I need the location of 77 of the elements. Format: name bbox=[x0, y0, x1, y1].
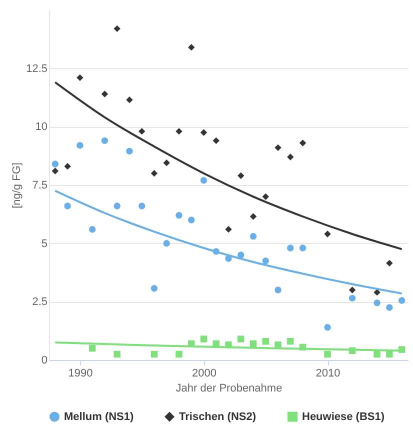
point bbox=[138, 128, 146, 135]
legend-label: Mellum (NS1) bbox=[64, 410, 134, 423]
point bbox=[200, 129, 208, 136]
point bbox=[64, 162, 71, 170]
point bbox=[250, 340, 257, 348]
point bbox=[188, 44, 195, 51]
point bbox=[287, 244, 294, 252]
point bbox=[114, 25, 120, 32]
point bbox=[262, 193, 269, 200]
point bbox=[374, 288, 380, 296]
x-tick-label: 2000 bbox=[192, 368, 216, 380]
point bbox=[250, 232, 257, 240]
x-tick-label: 1990 bbox=[68, 368, 93, 380]
point bbox=[262, 257, 269, 264]
point bbox=[163, 240, 170, 247]
point bbox=[126, 148, 133, 155]
point bbox=[176, 350, 182, 358]
point bbox=[398, 297, 406, 304]
point bbox=[348, 294, 356, 302]
point bbox=[150, 350, 158, 358]
point bbox=[212, 137, 220, 144]
point bbox=[238, 252, 244, 258]
point bbox=[163, 159, 170, 166]
y-tick-label: 10 bbox=[35, 121, 48, 134]
point bbox=[150, 285, 158, 292]
point bbox=[176, 212, 182, 219]
point bbox=[348, 286, 356, 294]
point bbox=[138, 202, 146, 210]
y-tick-label: 12.5 bbox=[26, 62, 48, 75]
point bbox=[76, 74, 84, 82]
point bbox=[52, 160, 59, 168]
y-tick-label: 5 bbox=[41, 238, 48, 250]
point bbox=[114, 350, 120, 358]
point bbox=[52, 168, 59, 174]
point bbox=[76, 142, 84, 149]
y-tick-label: 2.5 bbox=[32, 296, 48, 308]
point bbox=[274, 341, 282, 348]
point bbox=[299, 140, 306, 146]
point bbox=[262, 338, 269, 345]
point bbox=[324, 324, 331, 331]
point bbox=[287, 338, 294, 345]
line-series bbox=[54, 190, 403, 294]
point bbox=[324, 230, 331, 238]
point bbox=[150, 170, 158, 177]
point bbox=[250, 213, 257, 220]
line-series bbox=[54, 81, 403, 250]
y-tick-label: 0 bbox=[41, 354, 48, 366]
legend-label: Trischen (NS2) bbox=[179, 410, 256, 423]
point bbox=[374, 299, 380, 306]
point bbox=[126, 96, 133, 104]
point bbox=[101, 137, 108, 144]
point bbox=[386, 350, 393, 358]
point bbox=[299, 244, 306, 252]
x-axis-title: Jahr der Probenahme bbox=[176, 382, 282, 394]
point bbox=[386, 304, 393, 311]
point bbox=[88, 226, 96, 233]
point bbox=[176, 128, 182, 135]
point bbox=[200, 176, 208, 184]
point bbox=[374, 350, 380, 358]
point bbox=[225, 226, 232, 233]
point bbox=[114, 202, 120, 210]
y-tick-label: 7.5 bbox=[32, 180, 48, 192]
point bbox=[200, 336, 208, 342]
point bbox=[101, 90, 108, 98]
y-axis-title: [ng/g FG] bbox=[11, 162, 24, 208]
point bbox=[274, 286, 282, 294]
point bbox=[274, 144, 282, 152]
point bbox=[238, 172, 244, 180]
point bbox=[386, 260, 393, 267]
point bbox=[324, 350, 331, 358]
x-tick-label: 2010 bbox=[316, 368, 340, 380]
point bbox=[88, 344, 96, 352]
point bbox=[64, 202, 71, 210]
point bbox=[188, 216, 195, 224]
legend-label: Heuwiese (BS1) bbox=[302, 410, 385, 423]
point bbox=[287, 154, 294, 160]
point bbox=[238, 336, 244, 342]
